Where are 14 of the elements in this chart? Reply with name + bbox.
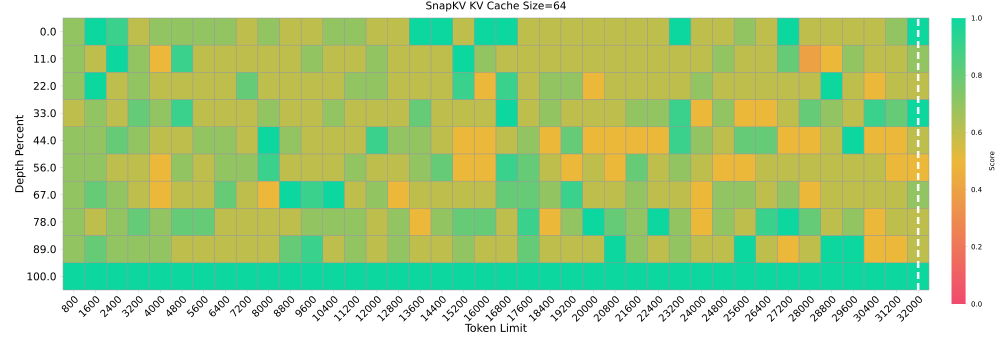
y-tick-label: 44.0 xyxy=(34,136,56,144)
y-tick-label: 67.0 xyxy=(34,190,56,199)
x-axis-title: Token Limit xyxy=(464,323,527,332)
y-tick-label: 56.0 xyxy=(34,164,56,172)
y-tick-label: 89.0 xyxy=(34,245,56,254)
chart-title: SnapKV KV Cache Size=64 xyxy=(426,1,566,12)
y-axis-title: Depth Percent xyxy=(14,115,26,192)
y-tick-label: 33.0 xyxy=(34,109,56,118)
y-tick-label: 22.0 xyxy=(34,82,56,90)
y-tick-label: 100.0 xyxy=(28,272,56,280)
x-tick-label: 800 xyxy=(62,296,78,312)
y-tick-label: 11.0 xyxy=(34,54,56,63)
y-tick-label: 0.0 xyxy=(40,28,56,36)
y-tick-label: 78.0 xyxy=(34,218,56,226)
